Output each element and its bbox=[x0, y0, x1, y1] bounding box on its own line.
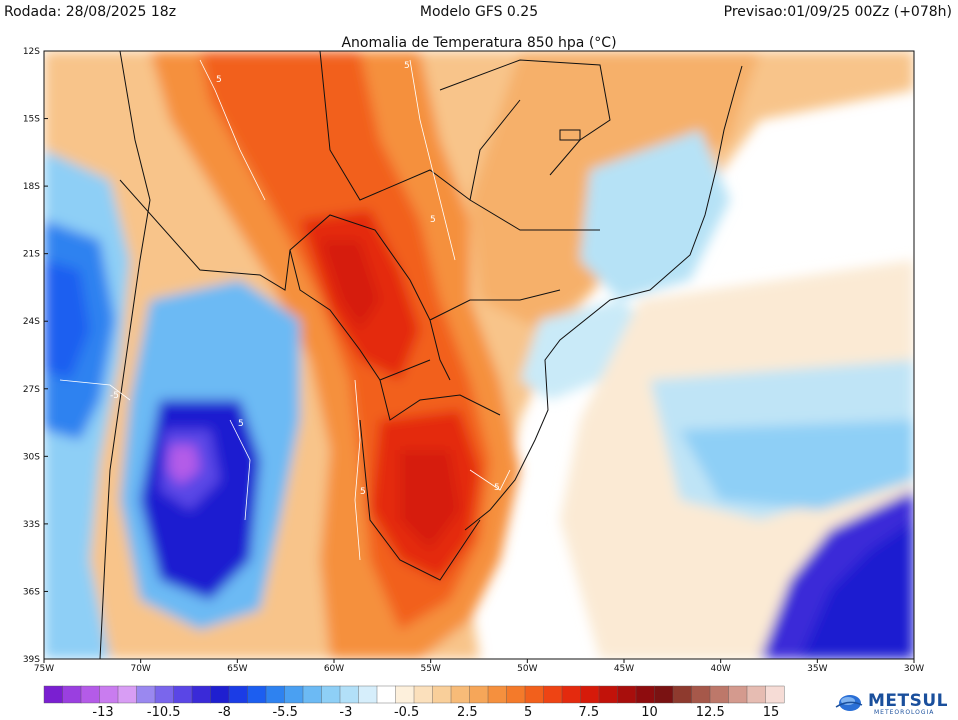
colorbar-label: 10 bbox=[641, 705, 658, 720]
colorbar-swatch bbox=[506, 685, 526, 704]
lat-tick-label: 12S bbox=[23, 47, 40, 57]
colorbar-swatch bbox=[543, 685, 563, 704]
forecast-time-label: Previsao:01/09/25 00Zz (+078h) bbox=[723, 4, 952, 20]
colorbar-label: 7.5 bbox=[578, 705, 599, 720]
colorbar-swatch bbox=[617, 685, 637, 704]
contour-label: 5 bbox=[216, 75, 222, 85]
contour-label: 5 bbox=[430, 215, 436, 225]
lat-tick-label: 33S bbox=[23, 520, 40, 530]
lon-tick-label: 75W bbox=[34, 664, 54, 674]
colorbar-swatch bbox=[691, 685, 711, 704]
colorbar-label: 5 bbox=[524, 705, 532, 720]
political-borders bbox=[99, 51, 743, 659]
colorbar-swatch bbox=[80, 685, 100, 704]
latitude-axis: 12S 15S 18S 21S 24S 27S 30S 33S 36S 39S bbox=[23, 47, 48, 665]
contour-lines bbox=[59, 59, 511, 561]
colorbar-label: -10.5 bbox=[147, 705, 181, 720]
colorbar-swatch bbox=[321, 685, 341, 704]
contour-label: 5 bbox=[494, 483, 500, 493]
colorbar-labels: -13 -10.5 -8 -5.5 -3 -0.5 2.5 5 7.5 10 12.5 15 bbox=[92, 705, 779, 720]
colorbar-swatch bbox=[395, 685, 415, 704]
lat-tick-label: 36S bbox=[23, 587, 40, 597]
colorbar-swatch bbox=[173, 685, 193, 704]
colorbar-swatch bbox=[654, 685, 674, 704]
map-title: Anomalia de Temperatura 850 hpa (°C) bbox=[341, 35, 617, 51]
lat-tick-label: 27S bbox=[23, 385, 40, 395]
lon-tick-label: 40W bbox=[710, 664, 730, 674]
colorbar-swatch bbox=[709, 685, 729, 704]
colorbar-swatch bbox=[765, 685, 785, 704]
colorbar-swatch bbox=[191, 685, 211, 704]
colorbar-label: -8 bbox=[218, 705, 231, 720]
colorbar-swatch bbox=[672, 685, 692, 704]
colorbar-label: -0.5 bbox=[394, 705, 419, 720]
lat-tick-label: 18S bbox=[23, 182, 40, 192]
model-name-label: Modelo GFS 0.25 bbox=[419, 4, 539, 20]
map-frame bbox=[43, 50, 915, 660]
colorbar-swatch bbox=[580, 685, 600, 704]
lon-tick-label: 65W bbox=[227, 664, 247, 674]
colorbar-swatch bbox=[302, 685, 322, 704]
contour-label: 5 bbox=[360, 487, 366, 497]
colorbar-swatch bbox=[469, 685, 489, 704]
colorbar-swatch bbox=[598, 685, 618, 704]
lat-tick-label: 39S bbox=[23, 655, 40, 665]
globe-icon bbox=[835, 695, 863, 711]
contour-labels: 5 5 5 -5 5 5 5 bbox=[110, 61, 500, 497]
colorbar bbox=[43, 685, 785, 704]
colorbar-label: 12.5 bbox=[696, 705, 725, 720]
colorbar-swatch bbox=[154, 685, 174, 704]
lon-tick-label: 50W bbox=[517, 664, 537, 674]
colorbar-swatch bbox=[284, 685, 304, 704]
colorbar-swatch bbox=[432, 685, 452, 704]
colorbar-swatch bbox=[358, 685, 378, 704]
contour-label: 5 bbox=[404, 61, 410, 71]
colorbar-swatch bbox=[136, 685, 156, 704]
contour-label: -5 bbox=[110, 391, 119, 401]
colorbar-label: -13 bbox=[92, 705, 113, 720]
colorbar-swatch bbox=[43, 685, 63, 704]
lon-tick-label: 45W bbox=[614, 664, 634, 674]
colorbar-label: -5.5 bbox=[272, 705, 297, 720]
colorbar-swatch bbox=[635, 685, 655, 704]
lat-tick-label: 24S bbox=[23, 317, 40, 327]
lon-tick-label: 60W bbox=[324, 664, 344, 674]
colorbar-swatch bbox=[728, 685, 748, 704]
colorbar-swatch bbox=[62, 685, 82, 704]
longitude-axis: 75W 70W 65W 60W 55W 50W 45W 40W 35W 30W bbox=[34, 659, 924, 674]
contour-label: 5 bbox=[238, 419, 244, 429]
colorbar-swatch bbox=[561, 685, 581, 704]
colorbar-swatch bbox=[487, 685, 507, 704]
colorbar-label: -3 bbox=[339, 705, 352, 720]
lon-tick-label: 35W bbox=[807, 664, 827, 674]
colorbar-swatch bbox=[746, 685, 766, 704]
lon-tick-label: 70W bbox=[130, 664, 150, 674]
colorbar-swatch bbox=[99, 685, 119, 704]
lat-tick-label: 15S bbox=[23, 115, 40, 125]
lon-tick-label: 30W bbox=[904, 664, 924, 674]
colorbar-swatch bbox=[117, 685, 137, 704]
logo-brand: METSUL bbox=[868, 691, 949, 711]
colorbar-swatch bbox=[413, 685, 433, 704]
colorbar-swatch bbox=[265, 685, 285, 704]
metsul-logo: METSUL METEOROLOGIA bbox=[832, 688, 952, 718]
colorbar-swatch bbox=[524, 685, 544, 704]
lat-tick-label: 21S bbox=[23, 250, 40, 260]
colorbar-swatch bbox=[247, 685, 267, 704]
run-time-label: Rodada: 28/08/2025 18z bbox=[4, 4, 177, 20]
colorbar-swatch bbox=[450, 685, 470, 704]
colorbar-swatch bbox=[376, 685, 396, 704]
colorbar-label: 2.5 bbox=[457, 705, 478, 720]
colorbar-swatch bbox=[339, 685, 359, 704]
logo-subtitle: METEOROLOGIA bbox=[874, 709, 935, 716]
colorbar-label: 15 bbox=[763, 705, 780, 720]
anomaly-field: 5 5 5 -5 5 5 5 bbox=[44, 51, 914, 659]
colorbar-swatch bbox=[210, 685, 230, 704]
lon-tick-label: 55W bbox=[420, 664, 440, 674]
lat-tick-label: 30S bbox=[23, 452, 40, 462]
colorbar-swatch bbox=[228, 685, 248, 704]
